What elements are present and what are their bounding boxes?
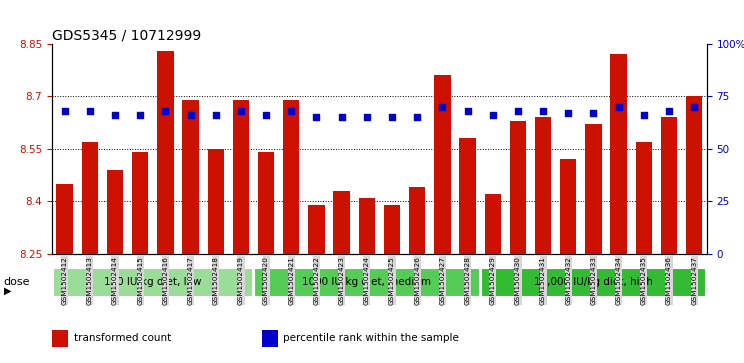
Text: transformed count: transformed count <box>74 333 171 343</box>
Text: GSM1502424: GSM1502424 <box>364 256 370 305</box>
Bar <box>686 96 702 254</box>
Point <box>411 114 423 120</box>
Point <box>210 112 222 118</box>
Text: GSM1502426: GSM1502426 <box>414 256 420 305</box>
Bar <box>510 121 526 254</box>
Bar <box>262 330 278 347</box>
Bar <box>586 124 602 254</box>
Bar <box>233 100 249 254</box>
Bar <box>82 142 98 254</box>
Text: ▶: ▶ <box>4 285 11 295</box>
Text: GSM1502419: GSM1502419 <box>238 256 244 305</box>
Bar <box>384 205 400 254</box>
Bar <box>308 205 324 254</box>
Text: GSM1502427: GSM1502427 <box>440 256 446 305</box>
Bar <box>57 184 73 254</box>
Point <box>588 110 600 116</box>
Text: GSM1502414: GSM1502414 <box>112 256 118 305</box>
Text: dose: dose <box>4 277 31 287</box>
Text: GSM1502413: GSM1502413 <box>87 256 93 305</box>
Point <box>235 108 247 114</box>
Point <box>487 112 498 118</box>
Text: GSM1502436: GSM1502436 <box>666 256 672 305</box>
Text: GSM1502412: GSM1502412 <box>62 256 68 305</box>
Bar <box>359 198 375 254</box>
Point <box>336 114 347 120</box>
Point <box>386 114 398 120</box>
Text: GSM1502421: GSM1502421 <box>289 256 295 305</box>
Text: GSM1502433: GSM1502433 <box>591 256 597 305</box>
Bar <box>409 187 426 254</box>
Text: GDS5345 / 10712999: GDS5345 / 10712999 <box>52 28 202 42</box>
Text: GSM1502430: GSM1502430 <box>515 256 521 305</box>
Text: 100 IU/kg diet, low: 100 IU/kg diet, low <box>104 277 202 287</box>
Bar <box>107 170 124 254</box>
Point <box>84 108 96 114</box>
Bar <box>611 54 627 254</box>
Text: GSM1502425: GSM1502425 <box>389 256 395 305</box>
Text: GSM1502418: GSM1502418 <box>213 256 219 305</box>
Point <box>361 114 373 120</box>
Bar <box>208 149 224 254</box>
Bar <box>333 191 350 254</box>
Text: GSM1502423: GSM1502423 <box>339 256 344 305</box>
Point <box>537 108 549 114</box>
Text: GSM1502432: GSM1502432 <box>565 256 571 305</box>
Point <box>638 112 650 118</box>
Bar <box>484 195 501 254</box>
Bar <box>481 268 706 297</box>
Text: GSM1502420: GSM1502420 <box>263 256 269 305</box>
Text: GSM1502417: GSM1502417 <box>187 256 193 305</box>
Point <box>159 108 171 114</box>
Text: 1000 IU/kg diet, medium: 1000 IU/kg diet, medium <box>302 277 432 287</box>
Point <box>310 114 322 120</box>
Point <box>260 112 272 118</box>
Text: GSM1502415: GSM1502415 <box>137 256 143 305</box>
Bar <box>535 117 551 254</box>
Point <box>286 108 298 114</box>
Text: GSM1502428: GSM1502428 <box>464 256 470 305</box>
Point <box>562 110 574 116</box>
Bar <box>459 138 475 254</box>
Text: GSM1502435: GSM1502435 <box>641 256 647 305</box>
Bar <box>182 100 199 254</box>
Text: GSM1502434: GSM1502434 <box>616 256 622 305</box>
Bar <box>254 268 480 297</box>
Point <box>109 112 121 118</box>
Point <box>59 108 71 114</box>
Bar <box>157 50 173 254</box>
Bar <box>132 152 148 254</box>
Bar <box>560 159 577 254</box>
Point <box>185 112 196 118</box>
Bar <box>434 75 451 254</box>
Text: GSM1502422: GSM1502422 <box>313 256 319 305</box>
Point <box>134 112 146 118</box>
Bar <box>53 268 253 297</box>
Point <box>688 104 700 110</box>
Point <box>663 108 675 114</box>
Text: GSM1502431: GSM1502431 <box>540 256 546 305</box>
Bar <box>52 330 68 347</box>
Bar <box>283 100 300 254</box>
Text: 10,000 IU/kg diet, high: 10,000 IU/kg diet, high <box>534 277 653 287</box>
Text: GSM1502429: GSM1502429 <box>490 256 496 305</box>
Point <box>437 104 449 110</box>
Text: GSM1502416: GSM1502416 <box>162 256 168 305</box>
Bar <box>635 142 652 254</box>
Bar <box>661 117 677 254</box>
Point <box>512 108 524 114</box>
Text: GSM1502437: GSM1502437 <box>691 256 697 305</box>
Bar <box>258 152 275 254</box>
Point <box>461 108 473 114</box>
Text: percentile rank within the sample: percentile rank within the sample <box>283 333 459 343</box>
Point <box>613 104 625 110</box>
